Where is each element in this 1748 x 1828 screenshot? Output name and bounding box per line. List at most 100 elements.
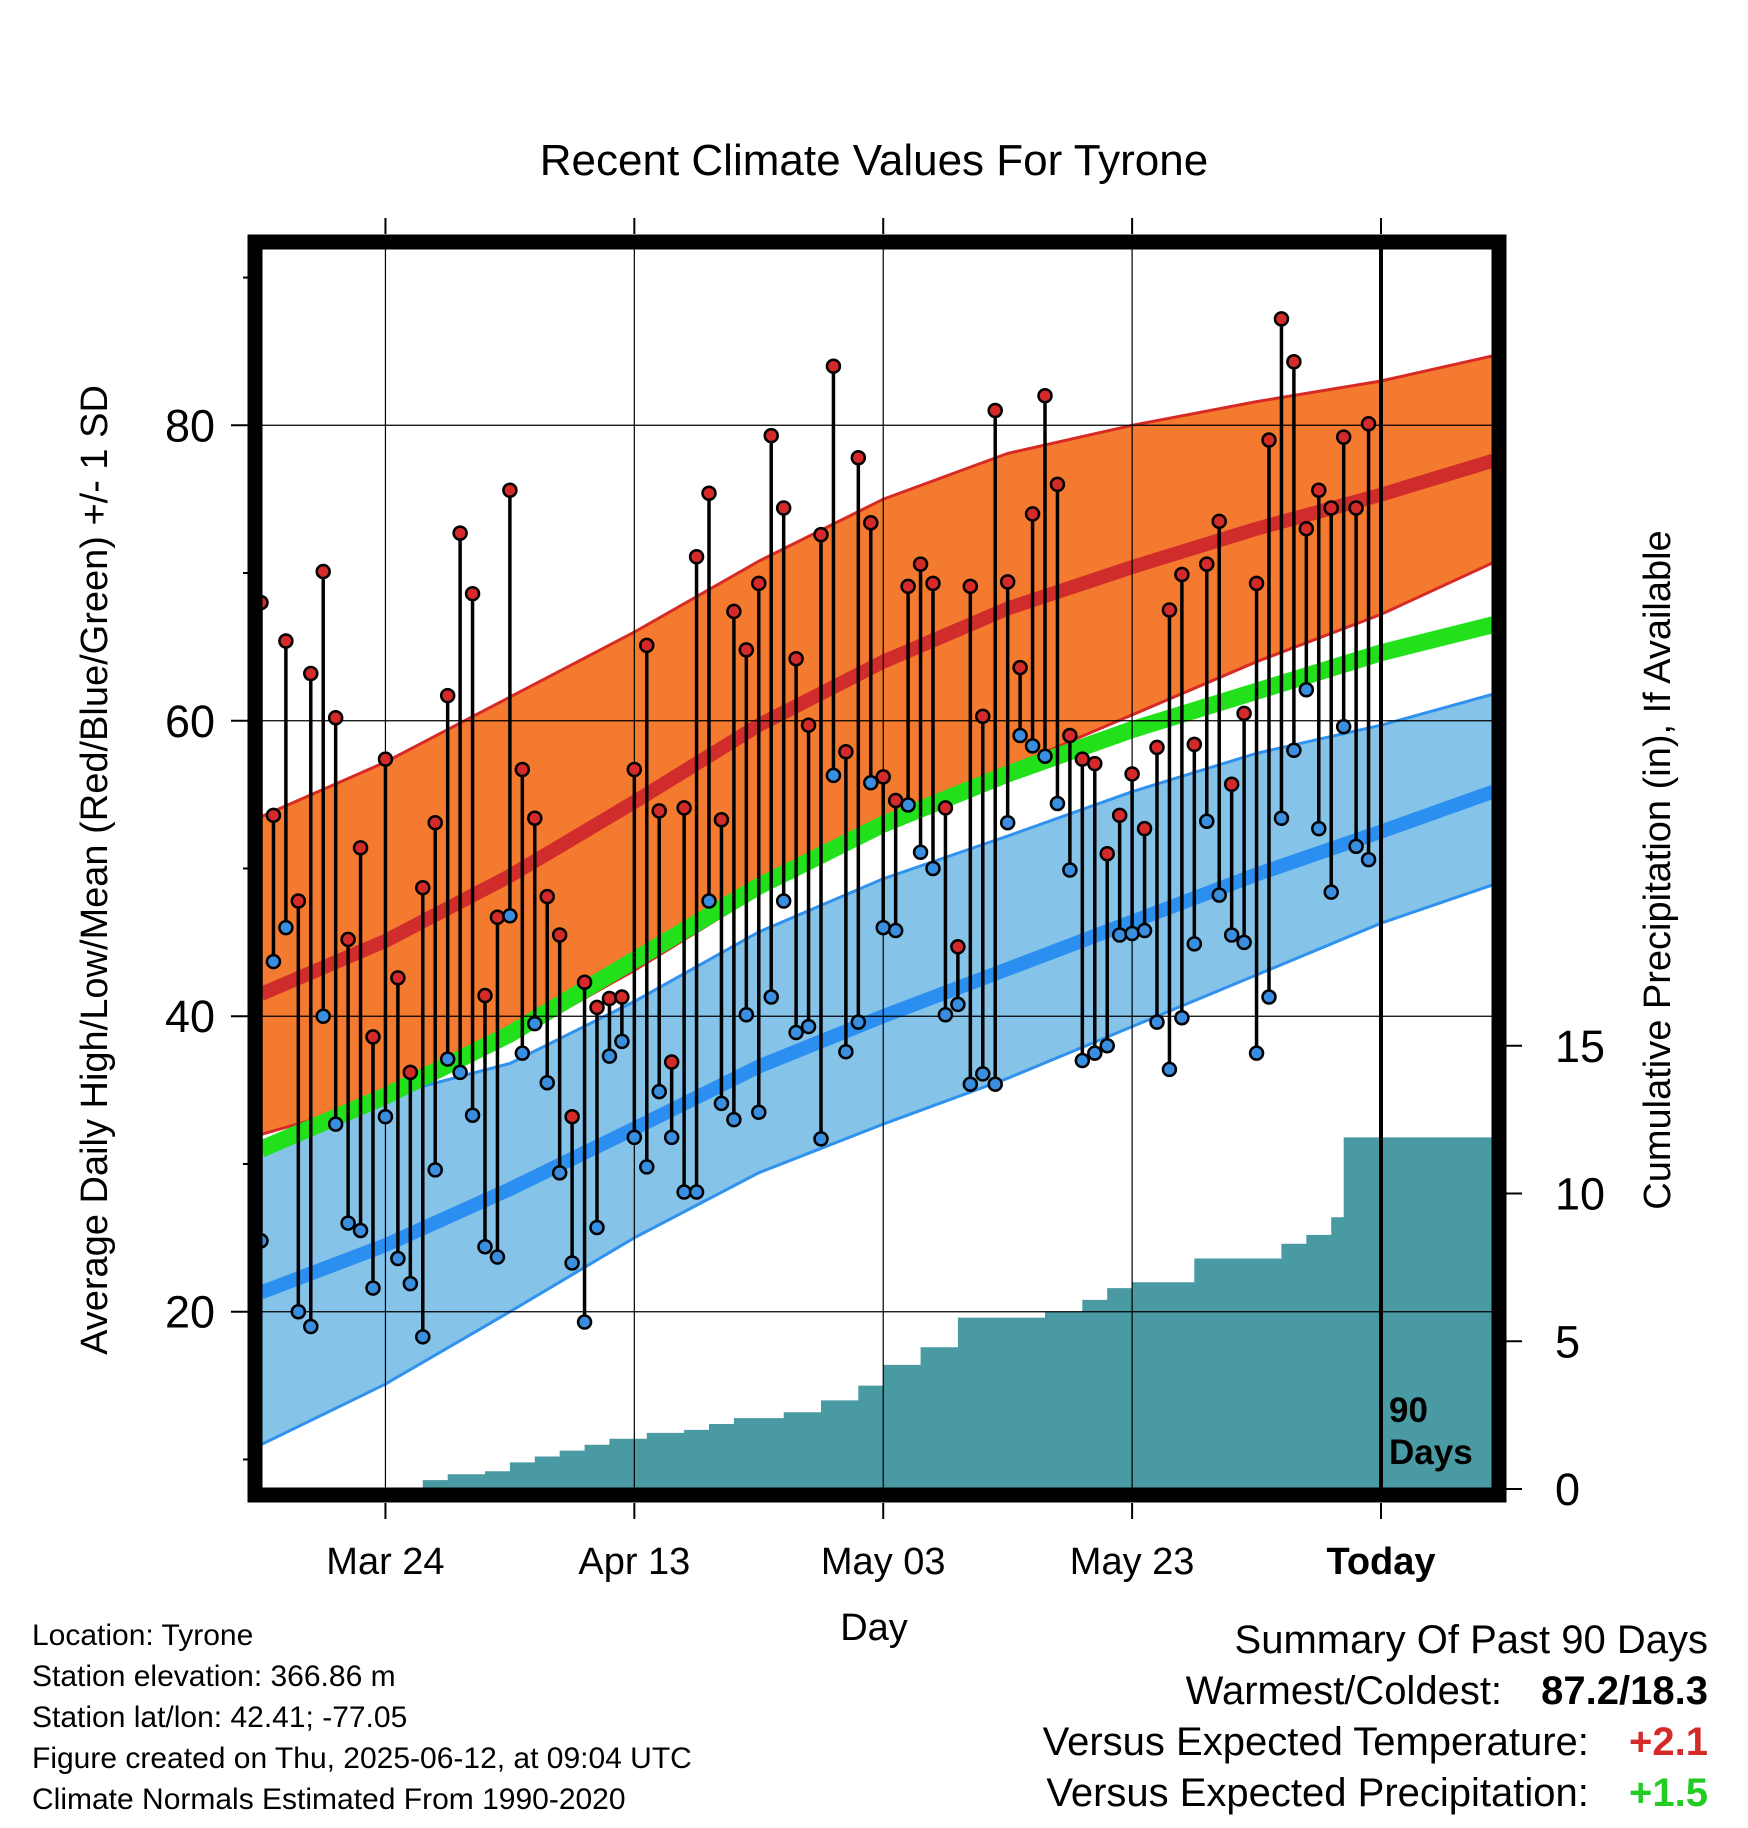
obs-high-65 <box>1049 476 1066 493</box>
obs-high-31 <box>626 761 643 778</box>
obs-low-20 <box>489 1249 506 1265</box>
obs-low-46 <box>813 1131 829 1147</box>
plot-area: 90 Days <box>253 248 1496 1489</box>
obs-low-26 <box>564 1255 580 1271</box>
obs-low-19 <box>477 1238 493 1255</box>
obs-high-6 <box>315 563 331 580</box>
elevation-text: Station elevation: 366.86 m <box>32 1660 396 1693</box>
obs-low-24 <box>539 1074 555 1091</box>
obs-low-80 <box>1236 934 1252 951</box>
obs-high-78 <box>1211 513 1227 530</box>
obs-high-13 <box>402 1064 419 1081</box>
obs-low-87 <box>1323 884 1339 900</box>
obs-low-42 <box>763 989 779 1005</box>
normals-text: Climate Normals Estimated From 1990-2020 <box>32 1783 626 1816</box>
obs-low-23 <box>527 1015 543 1032</box>
obs-low-4 <box>290 1303 307 1320</box>
obs-low-22 <box>514 1045 531 1061</box>
today-days-label-line: 90 <box>1389 1391 1428 1430</box>
obs-low-13 <box>402 1275 419 1292</box>
obs-high-54 <box>912 556 929 572</box>
obs-low-25 <box>551 1165 568 1181</box>
created-text: Figure created on Thu, 2025-06-12, at 09… <box>32 1742 692 1775</box>
obs-low-83 <box>1273 810 1290 827</box>
location-text: Location: Tyrone <box>32 1619 254 1652</box>
obs-high-76 <box>1186 736 1203 753</box>
obs-high-81 <box>1248 575 1265 592</box>
obs-low-34 <box>663 1129 680 1146</box>
summary-panel: Summary Of Past 90 Days Warmest/Coldest:… <box>1043 1615 1708 1819</box>
obs-high-24 <box>539 888 555 905</box>
precip-departure-label: Versus Expected Precipitation: <box>1046 1771 1589 1815</box>
obs-high-55 <box>925 575 941 592</box>
obs-high-11 <box>377 751 394 767</box>
obs-low-39 <box>726 1111 742 1128</box>
obs-high-80 <box>1236 705 1252 722</box>
chart-title: Recent Climate Values For Tyrone <box>540 136 1208 185</box>
obs-high-44 <box>788 650 804 667</box>
obs-high-85 <box>1298 520 1315 537</box>
today-days-label: 90 Days <box>1389 1391 1473 1472</box>
obs-low-38 <box>713 1095 730 1112</box>
obs-low-63 <box>1024 738 1041 754</box>
obs-high-64 <box>1037 387 1053 404</box>
obs-high-84 <box>1286 354 1302 370</box>
obs-high-48 <box>838 744 854 760</box>
obs-high-29 <box>601 990 618 1007</box>
obs-low-14 <box>415 1329 431 1345</box>
obs-low-71 <box>1124 925 1140 942</box>
obs-low-77 <box>1199 813 1215 829</box>
obs-low-62 <box>1012 727 1028 744</box>
y-tick-label-40: 40 <box>165 991 215 1042</box>
obs-high-34 <box>663 1054 680 1070</box>
obs-low-68 <box>1087 1045 1103 1061</box>
y2-tick-label-0: 0 <box>1555 1464 1580 1515</box>
warm-cold-label: Warmest/Coldest: <box>1185 1669 1503 1713</box>
obs-low-84 <box>1286 742 1302 759</box>
y2-tick-label-5: 5 <box>1555 1316 1580 1367</box>
obs-high-5 <box>303 665 319 682</box>
obs-high-9 <box>352 840 369 856</box>
obs-high-73 <box>1149 739 1165 756</box>
obs-low-15 <box>427 1162 443 1178</box>
obs-low-11 <box>377 1108 394 1125</box>
obs-low-51 <box>875 919 891 936</box>
obs-high-2 <box>265 807 282 824</box>
obs-low-76 <box>1186 936 1203 952</box>
obs-low-78 <box>1211 887 1227 903</box>
obs-high-62 <box>1012 659 1028 676</box>
obs-low-36 <box>688 1184 705 1200</box>
obs-high-41 <box>751 575 767 592</box>
obs-low-64 <box>1037 748 1053 764</box>
y2-tick-label-15: 15 <box>1555 1021 1605 1072</box>
obs-low-72 <box>1136 922 1153 939</box>
obs-low-21 <box>502 908 518 924</box>
obs-high-58 <box>962 578 979 595</box>
obs-high-3 <box>278 633 294 649</box>
x-tick-label-4: May 23 <box>1070 1541 1195 1583</box>
x-tick-label-1: Mar 24 <box>326 1541 444 1583</box>
obs-low-54 <box>912 844 929 860</box>
obs-low-88 <box>1335 718 1352 735</box>
obs-low-58 <box>962 1076 979 1092</box>
obs-high-27 <box>576 974 593 991</box>
obs-low-69 <box>1099 1038 1115 1054</box>
obs-low-33 <box>651 1083 667 1100</box>
obs-high-23 <box>527 810 543 827</box>
obs-high-38 <box>713 811 730 828</box>
obs-low-17 <box>452 1064 468 1081</box>
temp-departure-label: Versus Expected Temperature: <box>1042 1720 1589 1764</box>
obs-high-51 <box>875 769 891 785</box>
y-axis-label: Average Daily High/Low/Mean (Red/Blue/Gr… <box>74 385 116 1355</box>
obs-low-9 <box>352 1222 369 1239</box>
obs-low-7 <box>327 1116 344 1132</box>
obs-high-52 <box>887 792 904 809</box>
obs-high-45 <box>800 717 817 733</box>
obs-high-28 <box>589 999 605 1016</box>
obs-low-41 <box>751 1104 767 1121</box>
obs-low-18 <box>464 1107 481 1123</box>
obs-high-56 <box>937 800 954 816</box>
warm-cold-value: 87.2/18.3 <box>1541 1669 1708 1713</box>
obs-high-88 <box>1335 429 1352 445</box>
obs-high-83 <box>1273 311 1290 327</box>
